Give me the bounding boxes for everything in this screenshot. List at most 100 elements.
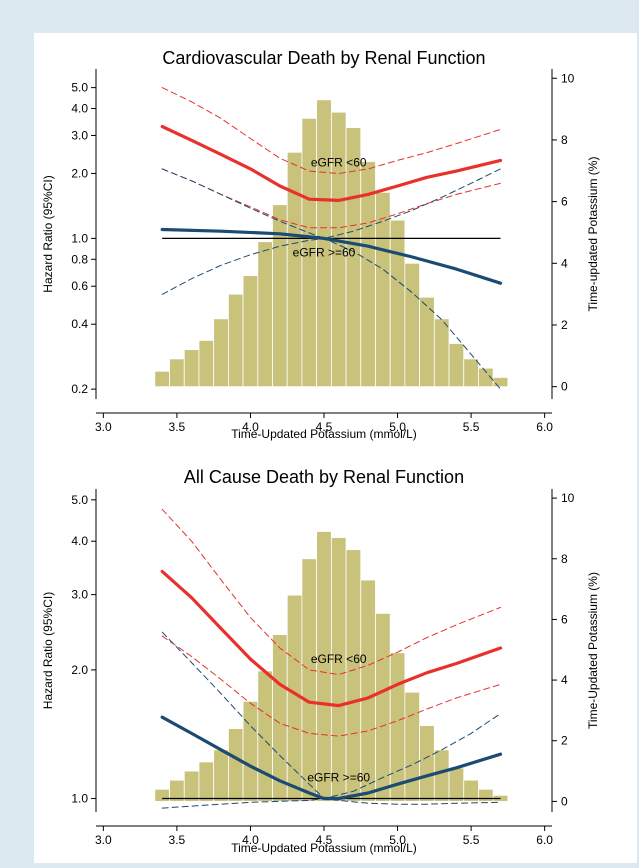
y2-tick-label: 6 [561,195,568,209]
histogram-bar [183,349,200,388]
y-tick-label: 0.2 [71,382,88,396]
chart-all-cause-death: 3.0 3.5 4.0 4.5 5.0 5.5 6.0 1.0 2.0 3.0 4.0 5.0 0 2 4 6… [41,467,600,855]
histogram-bar [198,340,215,388]
series-annotation: eGFR <60 [311,652,367,666]
x-tick-label: 6.0 [536,833,553,847]
histogram-bar [154,370,170,388]
y2-tick-label: 0 [561,380,568,394]
histogram-bar [242,275,259,388]
y2-tick-label: 2 [561,318,568,332]
y2-tick-label: 4 [561,673,568,687]
histogram-bar [330,537,347,802]
x-tick-label: 4.5 [316,833,333,847]
histogram-bar [404,691,421,802]
histogram-bar [316,99,332,388]
histogram-bar [433,749,450,802]
x-axis-label: Time-Updated Potassium (mmol/L) [231,427,417,441]
chart-cardiovascular-death: 3.0 3.5 4.0 4.5 5.0 5.5 6.0 0.2 0.4 0.6 0.8 1.0 2.0 3… [41,48,600,441]
histogram-bar [198,761,215,802]
histogram [154,99,509,388]
y2-tick-label: 8 [561,552,568,566]
histogram-bar [389,219,406,388]
figure-svg: 3.0 3.5 4.0 4.5 5.0 5.5 6.0 0.2 0.4 0.6 0.8 1.0 2.0 3… [41,48,600,855]
histogram [154,531,509,802]
histogram-bar [375,191,391,388]
histogram-bar [448,343,465,388]
y2-axis-label: Time-updated Potassium (%) [586,157,600,312]
series-line-egfr-ge60-hr [160,227,503,285]
x-tick-label: 6.0 [536,420,553,434]
x-tick-label: 5.5 [463,833,480,847]
histogram-bar [433,318,450,388]
x-tick-label: 5.0 [389,833,406,847]
histogram-bar [448,767,465,802]
histogram-bar [345,549,362,802]
figure-panel: 3.0 3.5 4.0 4.5 5.0 5.5 6.0 0.2 0.4 0.6 0.8 1.0 2.0 3… [34,33,637,863]
histogram-bar [169,358,185,388]
series-line-egfr-lt60-hr [160,124,503,202]
histogram-bar [257,670,273,802]
y-tick-label: 3.0 [71,128,88,142]
x-tick-label: 3.5 [169,833,186,847]
y-tick-label: 0.6 [71,279,88,293]
histogram-bar [227,728,244,802]
histogram-bar [419,725,435,802]
x-tick-label: 5.5 [463,420,480,434]
histogram-bar [154,788,170,802]
histogram-bar [242,700,259,802]
histogram-bar [227,293,244,388]
series-line-egfr-ge60-lower [161,798,501,809]
x-tick-label: 3.0 [95,833,112,847]
y2-tick-label: 10 [561,71,575,85]
y-tick-label: 3.0 [71,588,88,602]
series-annotation: eGFR >=60 [307,770,370,784]
x-tick-label: 4.0 [242,420,259,434]
histogram-bar [272,634,288,802]
histogram-bar [478,788,494,802]
y-tick-label: 4.0 [71,534,88,548]
y2-tick-label: 4 [561,256,568,270]
y2-tick-label: 10 [561,491,575,505]
y-axis-label: Hazard Ratio (95%CI) [41,175,55,292]
y2-tick-label: 8 [561,133,568,147]
histogram-bar [213,318,229,388]
y-tick-label: 0.8 [71,252,88,266]
y-tick-label: 1.0 [71,231,88,245]
x-tick-label: 4.5 [316,420,333,434]
x-axis-label: Time-Updated Potassium (mmol/L) [231,841,417,855]
y-tick-label: 0.4 [71,317,88,331]
x-tick-label: 5.0 [389,420,406,434]
histogram-bar [301,558,318,802]
y2-axis-label: Time-Updated Potassium (%) [586,572,600,729]
series-line-egfr-lt60-upper [161,508,501,676]
y-tick-label: 1.0 [71,792,88,806]
y-axis-label: Hazard Ratio (95%CI) [41,592,55,709]
x-tick-label: 3.5 [169,420,186,434]
histogram-bar [316,531,332,802]
histogram-bar [183,770,200,802]
chart-title: Cardiovascular Death by Renal Function [162,48,485,68]
series-line-egfr-lt60-lower [161,635,501,737]
histogram-bar [360,579,376,802]
y-tick-label: 4.0 [71,102,88,116]
y-tick-label: 5.0 [71,493,88,507]
histogram-bar [492,377,509,388]
y-tick-label: 5.0 [71,81,88,95]
histogram-bar [257,241,273,388]
histogram-bar [286,151,303,388]
histogram-bar [463,358,479,388]
chart-title: All Cause Death by Renal Function [184,467,464,487]
x-tick-label: 3.0 [95,420,112,434]
series-line-egfr-lt60-upper [161,87,501,174]
series-annotation: eGFR >=60 [293,246,356,260]
x-tick-label: 4.0 [242,833,259,847]
series-annotation: eGFR <60 [311,155,367,169]
series-line-egfr-ge60-lower [161,237,501,390]
y2-tick-label: 6 [561,612,568,626]
y-tick-label: 2.0 [71,166,88,180]
histogram-bar [375,612,391,802]
histogram-bar [213,749,229,802]
histogram-bar [404,262,421,388]
histogram-bar [389,652,406,802]
y2-tick-label: 2 [561,734,568,748]
